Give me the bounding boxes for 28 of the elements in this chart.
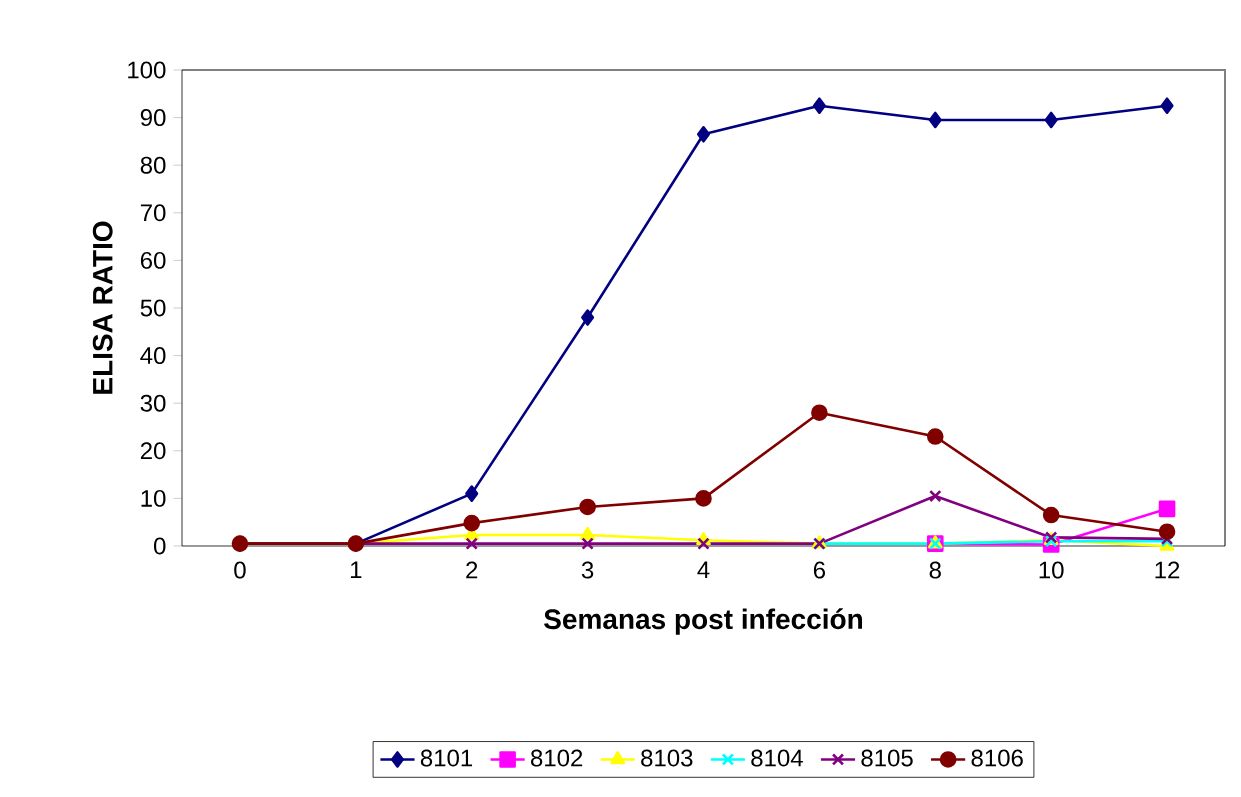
- legend-label: 8103: [641, 749, 693, 767]
- x-tick-label: 4: [697, 561, 710, 579]
- x-tick-label: 8: [929, 561, 941, 579]
- y-tick-label: 70: [140, 204, 166, 222]
- legend-label: 8104: [751, 749, 803, 767]
- y-tick-label: 0: [154, 537, 166, 555]
- y-tick-label: 30: [140, 394, 166, 412]
- y-axis-title: ELISA RATIO: [92, 221, 113, 394]
- x-tick-label: 1: [350, 561, 362, 579]
- y-tick-label: 40: [140, 347, 166, 365]
- x-axis-title: Semanas post infección: [544, 608, 863, 635]
- x-tick-label: 12: [1155, 561, 1180, 579]
- y-tick-label: 80: [140, 156, 166, 174]
- x-tick-label: 0: [234, 561, 246, 579]
- legend-label: 8102: [531, 749, 583, 767]
- legend-label: 8105: [861, 749, 913, 767]
- legend-label: 8106: [971, 749, 1023, 767]
- x-tick-label: 6: [813, 561, 826, 579]
- y-tick-label: 20: [140, 442, 166, 460]
- x-tick-label: 2: [466, 561, 478, 579]
- y-tick-label: 100: [128, 61, 166, 79]
- x-tick-label: 3: [581, 561, 594, 579]
- y-tick-label: 10: [141, 489, 166, 507]
- x-tick-label: 10: [1039, 561, 1064, 579]
- y-tick-label: 50: [140, 299, 166, 317]
- y-tick-label: 90: [140, 109, 166, 127]
- y-tick-label: 60: [140, 251, 166, 269]
- legend-label: 8101: [420, 749, 473, 767]
